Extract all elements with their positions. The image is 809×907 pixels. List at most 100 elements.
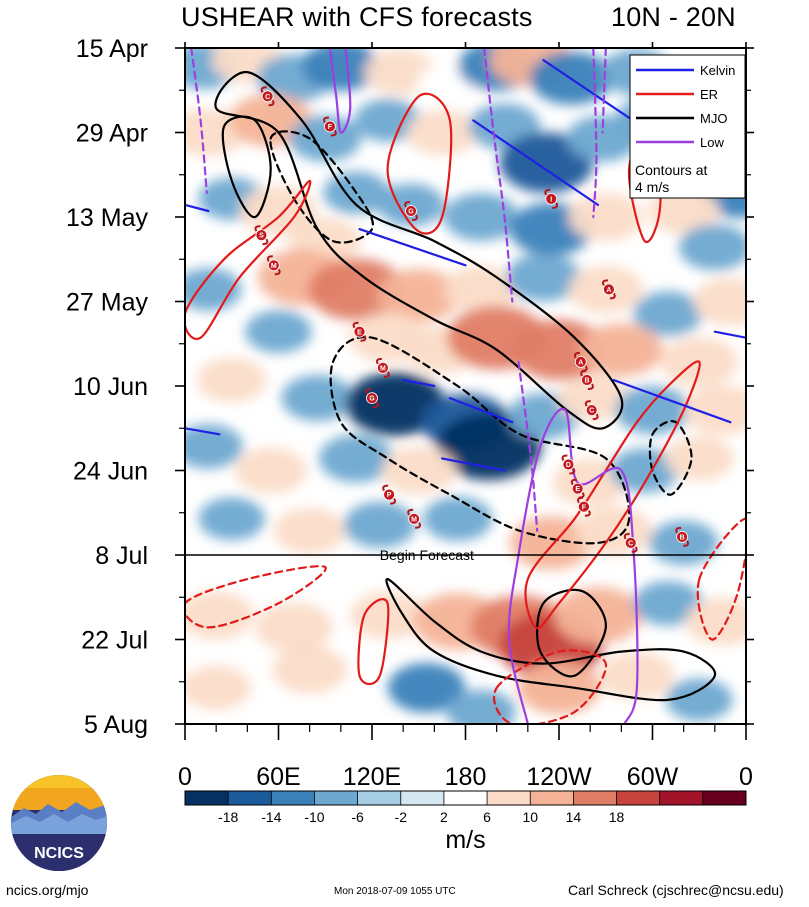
- chart-title: USHEAR with CFS forecasts: [181, 2, 533, 32]
- x-tick-label: 0: [178, 763, 192, 791]
- low-contour: [190, 48, 208, 194]
- colorbar: -18 -14 -10 -6 -2 2 6 10 14 18 m/s: [184, 790, 747, 854]
- storm-label: C: [628, 541, 633, 548]
- storm-marker: A: [573, 351, 588, 372]
- wind-patch: [423, 496, 493, 541]
- wind-patch: [234, 447, 307, 494]
- storm-marker: E: [352, 321, 367, 342]
- low-contour: [483, 48, 514, 303]
- colorbar-cell: [659, 791, 704, 805]
- wind-patch: [343, 501, 416, 548]
- storm-dot: [581, 374, 593, 386]
- storm-dot: [578, 500, 590, 513]
- storm-marker: B: [675, 526, 689, 547]
- wind-patch: [664, 436, 734, 481]
- y-tick-label: 15 Apr: [76, 35, 148, 63]
- wind-patch: [678, 224, 746, 271]
- storm-dot: [571, 482, 584, 495]
- storm-dot: [545, 192, 558, 205]
- y-tick-label: 10 Jun: [73, 373, 148, 401]
- storm-label: I: [550, 197, 552, 204]
- storm-marker: F: [577, 496, 591, 517]
- footer-author: Carl Schreck (cjschrec@ncsu.edu): [568, 882, 784, 898]
- low-contour: [328, 48, 352, 134]
- wind-patch: [553, 587, 643, 644]
- colorbar-cell: [443, 791, 488, 805]
- storm-arm: [365, 388, 379, 409]
- wind-patch: [377, 183, 445, 227]
- colorbar-cell: [487, 791, 531, 805]
- y-tick-label: 27 May: [66, 289, 148, 317]
- wind-patch: [239, 186, 318, 236]
- er-contour: [524, 360, 701, 630]
- storm-label: M: [271, 263, 277, 270]
- storm-arm: [602, 279, 616, 300]
- storm-dot: [574, 355, 587, 368]
- x-tick-label: 120E: [343, 763, 401, 791]
- kelvin-contour: [185, 427, 221, 436]
- x-axis: 0 60E 120E 180 120W 60W 0: [178, 42, 753, 791]
- y-tick-label: 8 Jul: [95, 542, 148, 570]
- storm-marker: M: [376, 357, 390, 378]
- storm-label: B: [584, 378, 589, 385]
- storm-arm: [544, 188, 559, 209]
- legend-label: ER: [700, 87, 718, 102]
- wind-patch: [289, 115, 362, 162]
- storm-dot: [353, 325, 366, 338]
- legend-note: 4 m/s: [635, 179, 669, 195]
- er-contour: [357, 598, 390, 686]
- storm-dot: [585, 404, 598, 417]
- storm-dot: [408, 512, 421, 525]
- colorbar-unit-label: m/s: [445, 826, 485, 854]
- storm-arm: [254, 225, 269, 246]
- y-tick-label: 24 Jun: [73, 458, 148, 486]
- legend-label: Kelvin: [700, 63, 735, 78]
- storm-label: G: [369, 396, 375, 403]
- storm-label: B: [680, 535, 685, 542]
- storm-label: D: [566, 462, 571, 469]
- wind-patch: [319, 434, 394, 483]
- y-tick-label: 29 Apr: [76, 120, 148, 148]
- wind-patch: [443, 193, 519, 241]
- y-tick-label: 22 Jul: [81, 627, 148, 655]
- storm-arm: [580, 370, 594, 390]
- colorbar-cell: [616, 791, 661, 805]
- latitude-band-label: 10N - 20N: [611, 2, 736, 32]
- storm-label: M: [411, 516, 417, 523]
- er-contour: [696, 517, 746, 641]
- er-contour: [185, 565, 327, 629]
- storm-marker: B: [580, 370, 594, 390]
- colorbar-cell: [228, 791, 272, 805]
- wind-patch: [387, 662, 466, 713]
- storm-markers: C F G I S M A E M A B G C D P E F M C B: [254, 86, 689, 553]
- mjo-contour: [536, 588, 607, 678]
- storm-marker: C: [584, 400, 599, 421]
- ncics-logo: NCICS: [11, 775, 107, 871]
- storm-dot: [624, 537, 637, 549]
- legend: Kelvin ER MJO Low Contours at4 m/s: [629, 54, 746, 199]
- wind-patch: [185, 424, 243, 469]
- y-tick-label: 5 Aug: [84, 711, 148, 739]
- kelvin-contour: [448, 397, 514, 424]
- storm-arm: [376, 357, 390, 378]
- y-axis: 15 Apr 29 Apr 13 May 27 May 10 Jun 24 Jun 8 Ju…: [66, 35, 754, 739]
- storm-dot: [676, 531, 688, 543]
- storm-label: A: [606, 287, 611, 294]
- footer-website: ncics.org/mjo: [6, 882, 89, 898]
- storm-marker: M: [266, 255, 281, 276]
- x-tick-label: 60W: [627, 763, 679, 791]
- storm-label: A: [578, 360, 583, 367]
- storm-marker: G: [365, 388, 379, 409]
- colorbar-tick-label: 14: [566, 809, 582, 825]
- kelvin-contour: [612, 378, 732, 424]
- storm-dot: [267, 259, 280, 272]
- x-tick-label: 60E: [256, 763, 300, 791]
- wind-patch: [633, 581, 703, 626]
- storm-arm: [407, 508, 421, 529]
- mjo-contour: [648, 420, 693, 496]
- colorbar-cell: [530, 791, 574, 805]
- wind-patch: [649, 520, 719, 566]
- colorbar-tick-label: -18: [218, 809, 238, 825]
- storm-dot: [383, 488, 396, 501]
